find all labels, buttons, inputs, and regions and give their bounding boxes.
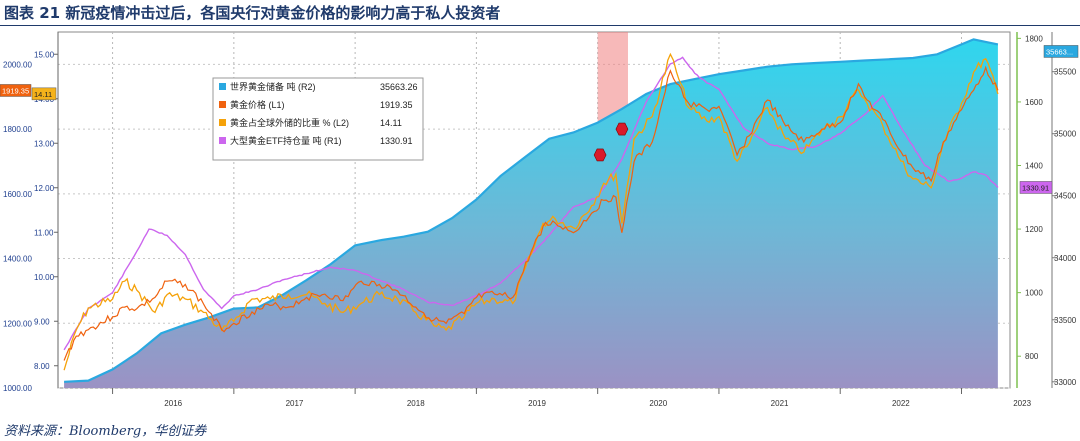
x-tick-label: 2023 bbox=[1013, 399, 1031, 408]
legend-swatch bbox=[219, 101, 226, 108]
legend-label: 黄金占全球外储的比重 % (L2) bbox=[230, 117, 349, 128]
l1-tick-label: 1400.00 bbox=[3, 255, 32, 264]
end-label-price-text: 1919.35 bbox=[2, 86, 29, 95]
legend-value: 35663.26 bbox=[380, 82, 418, 92]
l1-tick-label: 1600.00 bbox=[3, 190, 32, 199]
legend-swatch bbox=[219, 119, 226, 126]
legend-label: 大型黄金ETF持仓量 吨 (R1) bbox=[230, 135, 342, 146]
source-note: 资料来源：Bloomberg，华创证券 bbox=[4, 424, 207, 439]
l1-tick-label: 1200.00 bbox=[3, 319, 32, 328]
r2-tick-label: 35000 bbox=[1054, 130, 1077, 139]
l2-tick-label: 11.00 bbox=[34, 228, 54, 237]
legend-swatch bbox=[219, 83, 226, 90]
r1-tick-label: 800 bbox=[1025, 352, 1039, 361]
chart-title: 图表 21 新冠疫情冲击过后，各国央行对黄金价格的影响力高于私人投资者 bbox=[4, 4, 501, 22]
title-rule bbox=[0, 25, 1080, 26]
l2-tick-label: 10.00 bbox=[34, 273, 55, 282]
end-label-share-text: 14.11 bbox=[34, 90, 52, 99]
end-label-share-box bbox=[31, 87, 57, 101]
end-label-etf-box bbox=[1019, 181, 1053, 194]
end-label-share: 14.11 bbox=[31, 87, 57, 101]
legend-value: 14.11 bbox=[380, 118, 402, 128]
x-tick-label: 2021 bbox=[771, 399, 789, 408]
r1-tick-label: 1000 bbox=[1025, 289, 1043, 298]
legend: 世界黄金储备 吨 (R2) 35663.26 黄金价格 (L1) 1919.35 黄金占… bbox=[212, 77, 424, 161]
r1-tick-label: 1600 bbox=[1025, 98, 1043, 107]
end-label-etf-text: 1330.91 bbox=[1022, 183, 1049, 192]
x-tick-label: 2018 bbox=[407, 399, 425, 408]
r2-tick-label: 33000 bbox=[1054, 378, 1077, 387]
share-line bbox=[63, 52, 999, 371]
r1-tick-label: 1400 bbox=[1025, 162, 1043, 171]
legend-swatch bbox=[219, 137, 226, 144]
l2-tick-label: 13.00 bbox=[34, 139, 55, 148]
end-label-reserve-text: 35663... bbox=[1046, 47, 1073, 56]
r2-tick-label: 33500 bbox=[1054, 316, 1077, 325]
r1-tick-label: 1200 bbox=[1025, 225, 1043, 234]
l2-tick-label: 8.00 bbox=[34, 362, 50, 371]
x-tick-label: 2020 bbox=[649, 399, 667, 408]
end-label-price-box bbox=[0, 84, 32, 97]
x-tick-label: 2019 bbox=[528, 399, 546, 408]
end-label-reserve-box bbox=[1043, 45, 1079, 58]
end-label-price: 1919.35 bbox=[0, 84, 32, 97]
reserve-area bbox=[64, 39, 998, 389]
l1-tick-label: 1000.00 bbox=[3, 384, 32, 393]
x-tick-label: 2022 bbox=[892, 399, 910, 408]
gold-chart: 2016 2017 2018 2019 2020 2021 2022 2023 1000.00 1… bbox=[0, 31, 1079, 408]
r2-tick-label: 34500 bbox=[1054, 192, 1077, 201]
price-line bbox=[63, 65, 999, 361]
event-marker bbox=[593, 148, 607, 162]
r2-tick-label: 35500 bbox=[1054, 68, 1077, 77]
l1-tick-label: 1800.00 bbox=[3, 125, 32, 134]
l1-tick-label: 2000.00 bbox=[3, 60, 32, 69]
end-label-etf: 1330.91 bbox=[1019, 181, 1053, 194]
legend-label: 黄金价格 (L1) bbox=[230, 99, 285, 110]
event-marker bbox=[615, 122, 629, 136]
legend-value: 1919.35 bbox=[380, 100, 413, 110]
r2-tick-label: 34000 bbox=[1054, 254, 1077, 263]
legend-value: 1330.91 bbox=[380, 136, 413, 146]
end-label-reserve: 35663... bbox=[1043, 45, 1079, 58]
legend-label: 世界黄金储备 吨 (R2) bbox=[230, 81, 316, 92]
l2-tick-label: 15.00 bbox=[34, 50, 55, 59]
reserve-line bbox=[64, 38, 999, 383]
l2-tick-label: 9.00 bbox=[34, 317, 50, 326]
r1-tick-label: 1800 bbox=[1025, 34, 1043, 43]
l2-tick-label: 12.00 bbox=[34, 184, 55, 193]
x-tick-label: 2016 bbox=[164, 399, 182, 408]
x-tick-label: 2017 bbox=[286, 399, 304, 408]
